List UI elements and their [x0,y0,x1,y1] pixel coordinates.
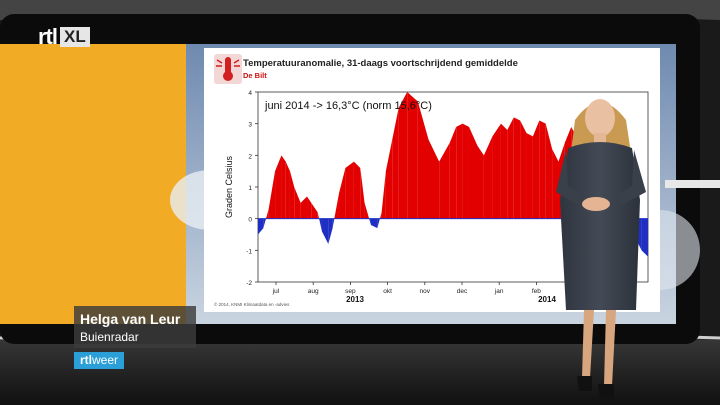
negative-anomaly-segment [321,218,329,244]
presenter-organization: Buienradar [80,330,139,344]
positive-anomaly-segment [507,117,514,219]
positive-anomaly-segment [345,161,354,219]
logo-xl-text: XL [60,27,90,47]
positive-anomaly-segment [462,123,469,219]
y-axis-label: Graden Celsius [224,155,234,218]
positive-anomaly-segment [520,120,527,219]
y-tick-label: 4 [248,90,252,97]
positive-anomaly-segment [307,196,312,219]
negative-anomaly-segment [641,218,648,257]
y-ticks: -2 -1 0 1 2 3 4 [246,90,258,287]
positive-anomaly-segment [317,212,320,219]
badge-weer-text: weer [92,353,119,367]
positive-anomaly-segment [334,193,339,219]
positive-anomaly-segment [275,155,282,219]
chart-annotation: juni 2014 -> 16,3°C (norm 15,6°C) [264,100,432,112]
side-light-strip [665,180,720,188]
positive-anomaly-segment [532,120,540,219]
positive-anomaly-segment [268,171,276,219]
positive-anomaly-segment [468,126,478,219]
chart-footer: © 2014, KNMI Klimaatdata en -advies [214,301,290,307]
rtl-weer-badge: rtlweer [74,352,125,369]
positive-anomaly-segment [545,123,553,219]
positive-anomaly-segment [353,161,361,219]
positive-anomaly-segment [513,117,521,219]
y-tick-label: 3 [248,122,252,129]
positive-anomaly-segment [439,142,450,219]
logo-rtl-text: rtl [38,24,58,49]
y-tick-label: 2 [248,153,252,160]
positive-anomaly-segment [381,171,386,219]
y-tick-label: 1 [248,185,252,192]
positive-anomaly-segment [294,187,301,219]
positive-anomaly-segment [526,133,533,219]
lower-third-caption: Helga van Leur Buienradar [74,306,196,348]
positive-anomaly-segment [364,202,370,219]
positive-anomaly-segment [311,202,318,219]
x-tick-label: jan [494,288,504,295]
positive-anomaly-segment [552,149,559,219]
negative-anomaly-segment [377,218,380,229]
presenter [556,99,646,399]
negative-anomaly-segment [369,218,371,225]
badge-rtl-text: rtl [80,353,92,367]
positive-anomaly-segment [428,139,440,219]
positive-anomaly-segment [449,126,457,219]
negative-anomaly-segment [263,218,266,229]
negative-anomaly-segment [258,218,264,235]
x-tick-label: feb [532,288,541,295]
x-tick-label: aug [308,288,319,295]
presenter-name: Helga van Leur [80,311,181,327]
positive-anomaly-segment [392,107,399,219]
x-tick-label: okt [383,288,392,295]
orange-panel [0,44,186,324]
year-label: 2014 [538,295,556,304]
positive-anomaly-segment [539,120,546,219]
positive-anomaly-segment [477,145,484,219]
negative-anomaly-segment [370,218,378,229]
positive-anomaly-segment [265,209,269,219]
negative-anomaly-segment [332,218,335,229]
positive-anomaly-segment [456,123,463,219]
positive-anomaly-segment [417,101,429,219]
positive-anomaly-segment [492,123,501,219]
x-tick-label: dec [457,288,468,295]
channel-logo: rtl XL [38,24,90,50]
thermometer-icon [214,54,242,84]
positive-anomaly-segment [398,92,408,219]
x-tick-label: nov [420,288,431,295]
positive-anomaly-segment [289,171,295,219]
chart-subtitle: De Bilt [243,71,267,80]
positive-anomaly-segment [483,136,493,219]
positive-anomaly-segment [407,92,418,219]
y-tick-label: -1 [246,248,252,255]
positive-anomaly-segment [379,212,382,219]
positive-anomaly-segment [300,196,308,219]
x-tick-label: jul [272,288,280,295]
y-tick-label: 0 [248,217,252,224]
negative-anomaly-segment [319,218,322,232]
studio-floor [0,334,720,405]
positive-anomaly-segment [338,168,346,219]
positive-anomaly-segment [385,139,393,219]
year-label: 2013 [346,295,364,304]
positive-anomaly-segment [360,168,365,219]
x-tick-label: sep [345,288,356,295]
positive-anomaly-segment [500,123,508,219]
chart-title: Temperatuuranomalie, 31-daags voortschri… [243,58,518,69]
positive-anomaly-segment [281,155,286,219]
negative-anomaly-segment [328,218,333,244]
y-tick-label: -2 [246,280,252,287]
positive-anomaly-segment [285,161,290,219]
